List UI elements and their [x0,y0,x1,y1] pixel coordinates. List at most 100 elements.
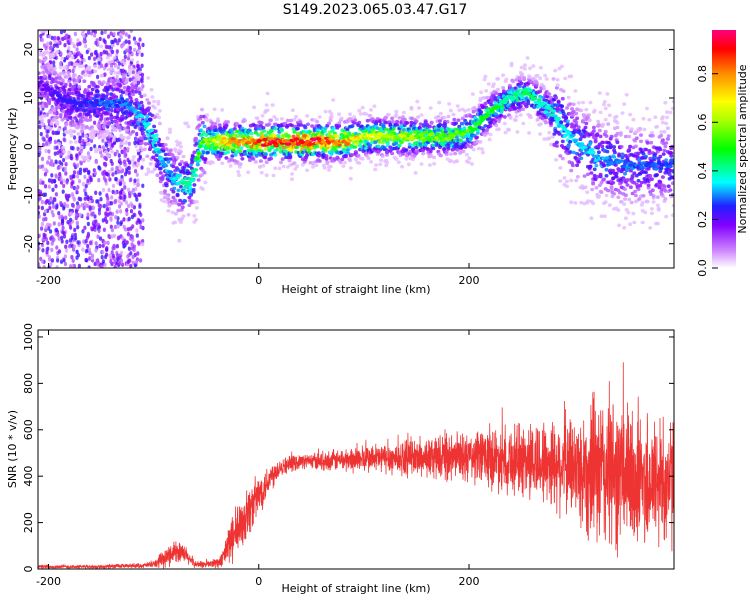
spectrogram-cell [166,209,171,213]
spectrogram-noise-blob [97,211,102,216]
spectrogram-cell [122,85,127,90]
spectrogram-cell [373,167,378,172]
spectrogram-noise-blob [41,248,45,253]
spectrogram-cell [58,65,63,70]
spectrogram-cell [215,145,220,149]
spectrogram-cell [501,86,506,90]
spectrogram-cell [450,147,455,152]
spectrogram-cell [365,118,370,123]
spectrogram-noise-blob [91,211,95,216]
spectrogram-noise-blob [140,63,144,68]
spectrogram-cell [214,128,219,132]
spectrogram-noise-blob [38,261,41,267]
spectrogram-cell [52,111,57,115]
spectrogram-cell [581,100,585,105]
spectrogram-noise-blob [60,235,64,240]
spectrogram-cell [364,153,369,158]
spectrogram-cell [200,107,204,112]
spectrogram-noise-blob [97,65,101,70]
spectrogram-cell [558,154,563,158]
spectrogram-cell [624,92,629,97]
spectrogram-cell [579,108,584,113]
spectrogram-cell [153,129,158,133]
spectrogram-cell [48,126,53,131]
spectrogram-cell [377,140,382,144]
spectrogram-cell [445,120,450,124]
spectrogram-noise-blob [48,34,52,39]
spectrogram-noise-blob [110,39,114,45]
spectrogram-cell [575,175,580,179]
spectrogram-cell [139,100,144,105]
spectrogram-cell [47,97,52,102]
spectrogram-noise-blob [55,265,59,268]
spectrogram-cell [186,213,191,217]
spectrogram-cell [316,151,321,155]
spectrogram-cell [395,123,400,127]
spectrogram-cell [339,150,344,155]
spectrogram-noise-blob [94,219,98,224]
spectrogram-cell [555,106,560,111]
spectrogram-cell [569,168,574,173]
spectrogram-cell [565,119,570,124]
spectrogram-cell [622,102,627,106]
spectrogram-noise-blob [130,203,134,208]
spectrogram-noise-blob [113,224,117,230]
spectrogram-noise-blob [133,178,137,183]
spectrogram-cell [183,199,188,203]
spectrogram-noise-blob [40,259,45,264]
spectrogram-cell [494,91,499,96]
spectrogram-cell [521,121,526,126]
spectrogram-cell [623,134,628,139]
spectrogram-cell [478,98,483,103]
spectrogram-cell [173,149,178,153]
spectrogram-cell [327,121,331,126]
spectrogram-cell [588,141,593,145]
spectrogram-cell [576,101,581,105]
spectrogram-noise-blob [47,226,51,231]
spectrogram-cell [522,76,527,80]
spectrogram-cell [404,157,409,161]
spectrogram-cell [556,99,561,104]
spectrogram-cell [488,132,493,137]
spectrogram-cell [156,102,161,106]
spectrogram-cell [348,166,353,170]
spectrogram-cell [626,178,631,182]
spectrogram-cell [606,122,611,126]
spectrogram-noise-blob [65,180,69,185]
spectrogram-cell [179,185,183,189]
spectrogram-cell [101,80,106,84]
spectrogram-cell [538,76,543,80]
spectrogram-noise-blob [50,247,54,253]
spectrogram-cell [586,113,591,117]
spectrogram-cell [272,115,277,119]
spectrogram-noise-blob [59,165,63,170]
spectrogram-cell [404,148,409,152]
spectrogram-cell [317,115,322,119]
spectrogram-cell [78,75,83,80]
spectrogram-cell [453,151,458,156]
spectrogram-cell [565,184,569,189]
spectrogram-noise-blob [57,236,61,241]
spectrogram-noise-blob [46,129,50,134]
spectrogram-cell [261,163,266,168]
spectrogram-noise-blob [78,212,82,218]
spectrogram-noise-blob [125,208,129,213]
spectrogram-cell [205,113,209,117]
spectrogram-noise-blob [121,190,126,195]
spectrogram-cell [416,115,421,119]
spectrogram-cell [45,50,50,55]
spectrogram-cell [592,167,597,172]
spectrogram-cell [267,122,272,126]
spectrogram-noise-blob [74,54,78,59]
spectrogram-cell [195,162,200,167]
spectrogram-noise-blob [66,220,70,225]
spectrogram-cell [43,30,48,33]
spectrogram-cell [86,112,91,116]
spectrogram-cell [108,96,113,101]
spectrogram-cell [600,144,605,149]
spectrogram-cell [597,128,602,133]
spectrogram-noise-blob [111,143,115,148]
spectrogram-noise-blob [111,87,115,92]
spectrogram-noise-blob [65,239,69,244]
spectrogram-cell [485,128,490,132]
